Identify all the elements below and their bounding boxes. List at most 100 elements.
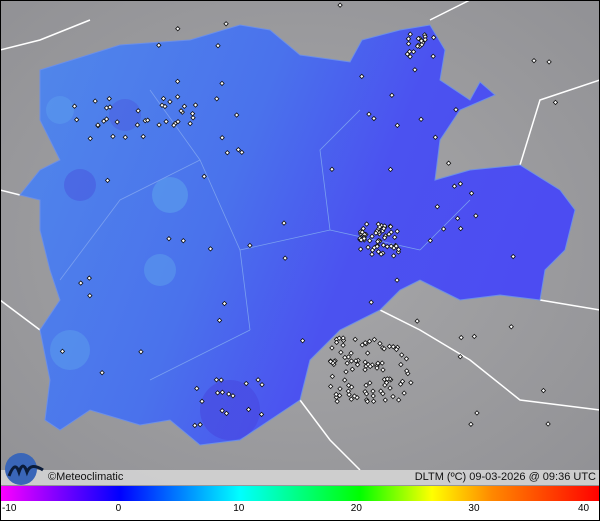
station-marker[interactable]: [390, 393, 396, 400]
station-marker[interactable]: [353, 358, 359, 364]
station-marker[interactable]: [194, 385, 200, 392]
station-marker[interactable]: [235, 146, 242, 153]
station-marker[interactable]: [365, 244, 371, 250]
station-marker[interactable]: [427, 237, 433, 244]
station-marker[interactable]: [404, 368, 410, 374]
station-marker[interactable]: [178, 108, 184, 114]
station-marker[interactable]: [282, 255, 288, 261]
station-marker[interactable]: [383, 379, 390, 386]
station-marker[interactable]: [384, 243, 390, 250]
station-marker[interactable]: [174, 94, 181, 100]
station-marker[interactable]: [392, 234, 398, 240]
station-marker[interactable]: [160, 95, 167, 102]
station-marker[interactable]: [375, 249, 382, 255]
station-marker[interactable]: [167, 99, 173, 105]
station-marker[interactable]: [334, 398, 340, 405]
station-marker[interactable]: [138, 349, 144, 355]
station-marker[interactable]: [468, 190, 475, 196]
station-marker[interactable]: [398, 361, 404, 368]
station-marker[interactable]: [380, 367, 386, 373]
station-marker[interactable]: [233, 112, 240, 118]
station-marker[interactable]: [430, 53, 436, 59]
station-marker[interactable]: [226, 391, 232, 397]
station-marker[interactable]: [540, 387, 547, 394]
station-marker[interactable]: [377, 340, 383, 347]
station-marker[interactable]: [352, 336, 358, 343]
station-marker[interactable]: [378, 388, 384, 394]
station-marker[interactable]: [364, 350, 371, 356]
station-marker[interactable]: [362, 359, 368, 365]
station-marker[interactable]: [422, 37, 428, 43]
station-marker[interactable]: [474, 410, 480, 416]
station-marker[interactable]: [223, 410, 230, 417]
station-marker[interactable]: [379, 360, 385, 366]
station-marker[interactable]: [401, 390, 407, 396]
station-marker[interactable]: [419, 42, 425, 48]
station-marker[interactable]: [86, 275, 92, 281]
station-marker[interactable]: [510, 253, 516, 260]
station-marker[interactable]: [351, 393, 358, 399]
station-marker[interactable]: [363, 391, 370, 397]
station-marker[interactable]: [342, 377, 348, 383]
station-marker[interactable]: [221, 300, 228, 307]
station-marker[interactable]: [340, 342, 346, 348]
station-marker[interactable]: [394, 228, 400, 235]
station-marker[interactable]: [171, 122, 177, 128]
station-marker[interactable]: [114, 119, 120, 125]
station-marker[interactable]: [406, 48, 413, 55]
station-marker[interactable]: [399, 352, 405, 358]
station-marker[interactable]: [299, 337, 306, 344]
station-marker[interactable]: [103, 116, 110, 122]
station-marker[interactable]: [552, 99, 559, 106]
station-marker[interactable]: [345, 382, 352, 389]
station-marker[interactable]: [445, 160, 452, 166]
station-marker[interactable]: [374, 243, 380, 250]
station-marker[interactable]: [414, 318, 420, 324]
station-marker[interactable]: [259, 382, 265, 388]
station-marker[interactable]: [181, 103, 188, 109]
station-marker[interactable]: [180, 238, 186, 244]
station-marker[interactable]: [87, 135, 93, 142]
station-marker[interactable]: [349, 366, 356, 372]
station-marker[interactable]: [329, 166, 335, 172]
station-marker[interactable]: [364, 398, 371, 405]
station-marker[interactable]: [370, 388, 376, 394]
station-marker[interactable]: [359, 73, 365, 80]
station-marker[interactable]: [393, 243, 399, 249]
station-marker[interactable]: [337, 2, 343, 8]
station-marker[interactable]: [346, 391, 352, 398]
station-marker[interactable]: [381, 225, 387, 232]
station-marker[interactable]: [360, 225, 366, 232]
station-marker[interactable]: [192, 102, 199, 108]
station-marker[interactable]: [145, 117, 151, 123]
station-marker[interactable]: [405, 40, 412, 47]
station-marker[interactable]: [389, 92, 395, 98]
station-marker[interactable]: [327, 358, 334, 365]
station-marker[interactable]: [327, 383, 334, 390]
station-marker[interactable]: [87, 292, 93, 299]
station-marker[interactable]: [412, 67, 418, 73]
station-marker[interactable]: [471, 333, 478, 340]
station-marker[interactable]: [156, 122, 162, 128]
station-marker[interactable]: [384, 376, 391, 382]
station-marker[interactable]: [473, 213, 479, 219]
station-marker[interactable]: [92, 98, 98, 104]
station-marker[interactable]: [174, 78, 181, 85]
station-marker[interactable]: [340, 335, 346, 341]
station-marker[interactable]: [101, 118, 107, 124]
station-marker[interactable]: [408, 379, 414, 386]
station-marker[interactable]: [78, 280, 84, 286]
station-marker[interactable]: [381, 235, 388, 241]
station-marker[interactable]: [403, 356, 410, 362]
station-marker[interactable]: [239, 149, 245, 156]
station-marker[interactable]: [458, 334, 464, 341]
station-marker[interactable]: [134, 122, 141, 128]
station-marker[interactable]: [223, 21, 229, 27]
station-marker[interactable]: [362, 340, 368, 346]
station-marker[interactable]: [99, 370, 105, 376]
station-marker[interactable]: [390, 253, 397, 259]
station-marker[interactable]: [373, 230, 379, 236]
station-marker[interactable]: [199, 398, 205, 405]
station-marker[interactable]: [219, 407, 225, 414]
station-marker[interactable]: [375, 238, 381, 245]
